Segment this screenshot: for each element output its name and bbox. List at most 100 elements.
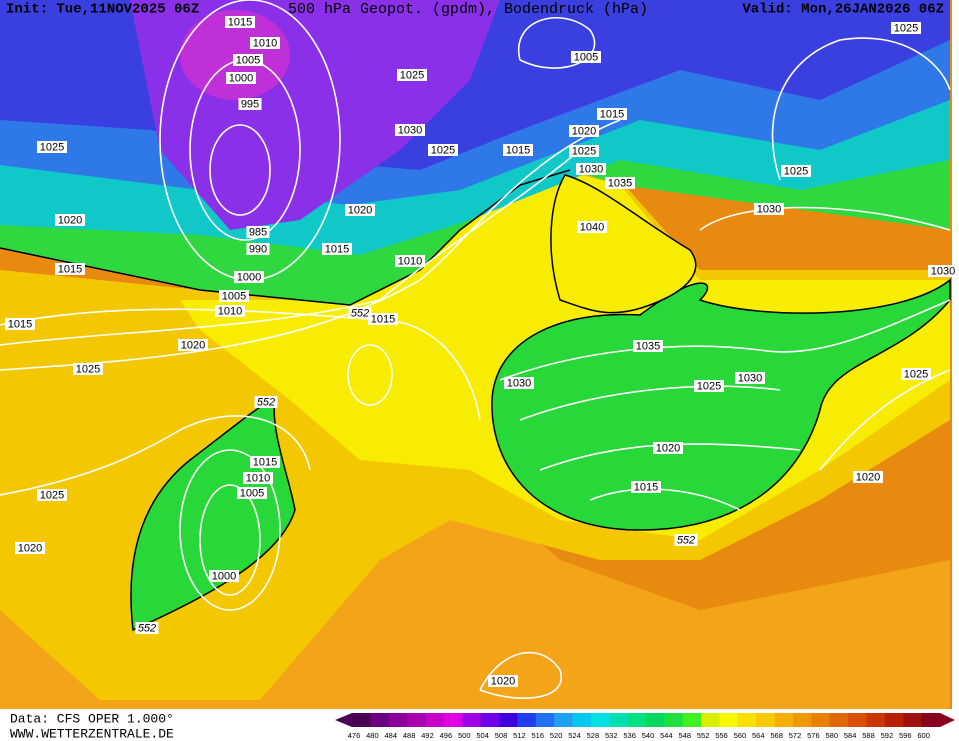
yellow-scandinavia bbox=[550, 174, 697, 314]
isobar-label: 1030 bbox=[757, 203, 781, 215]
colorbar-swatch bbox=[701, 713, 720, 727]
isobar-label: 1005 bbox=[240, 487, 264, 499]
colorbar-label: 568 bbox=[770, 731, 783, 740]
isobar bbox=[589, 488, 741, 511]
colorbar-swatch bbox=[866, 713, 886, 727]
colorbar-swatch bbox=[572, 713, 592, 727]
label-box bbox=[225, 16, 255, 28]
map-title: 500 hPa Geopot. (gpdm), Bodendruck (hPa) bbox=[288, 1, 648, 18]
label-box bbox=[37, 489, 67, 501]
isobar-label: 1025 bbox=[904, 368, 928, 380]
isobar-label: 1000 bbox=[229, 72, 253, 84]
label-box bbox=[754, 203, 784, 215]
label-box bbox=[234, 271, 264, 283]
isobar-label: 1020 bbox=[18, 542, 42, 554]
colorbar-label: 564 bbox=[752, 731, 765, 740]
label-box bbox=[250, 456, 280, 468]
label-box bbox=[605, 177, 635, 189]
colorbar-label: 552 bbox=[697, 731, 710, 740]
colorbar-swatch bbox=[407, 713, 426, 727]
colorbar-label: 540 bbox=[642, 731, 655, 740]
colorbar-label: 588 bbox=[862, 731, 875, 740]
colorbar-swatch bbox=[921, 713, 941, 727]
isobar bbox=[0, 308, 481, 421]
colorbar-swatch bbox=[480, 713, 500, 727]
colorbar-swatch bbox=[370, 713, 390, 727]
colorbar-label: 500 bbox=[458, 731, 471, 740]
colorbar-swatch bbox=[352, 713, 371, 727]
isobar bbox=[347, 344, 393, 406]
isobar-label: 995 bbox=[241, 98, 259, 110]
label-box bbox=[488, 675, 518, 687]
contour-552-label: 552 bbox=[351, 307, 369, 319]
contour-552 bbox=[0, 169, 571, 306]
colorbar-swatch bbox=[829, 713, 849, 727]
colorbar-label: 512 bbox=[513, 731, 526, 740]
label-box bbox=[219, 290, 249, 302]
label-box bbox=[250, 37, 280, 49]
colorbar-label: 532 bbox=[605, 731, 618, 740]
isobar bbox=[0, 119, 621, 371]
contour-552-label: 552 bbox=[677, 534, 695, 546]
label-box bbox=[397, 69, 427, 81]
isobar-label: 1025 bbox=[40, 141, 64, 153]
init-label: Init: Tue,11NOV2025 06Z bbox=[6, 2, 199, 18]
label-box bbox=[577, 221, 607, 233]
isobar bbox=[499, 299, 951, 381]
colorbar-swatch bbox=[646, 713, 665, 727]
colorbar-swatch bbox=[590, 713, 610, 727]
label-box bbox=[597, 108, 627, 120]
label-box bbox=[215, 305, 245, 317]
colorbar-swatch bbox=[388, 713, 408, 727]
colorbar-label: 596 bbox=[899, 731, 912, 740]
valid-label: Valid: Mon,26JAN2026 06Z bbox=[742, 2, 944, 18]
label-box bbox=[226, 72, 256, 84]
colorbar-label: 556 bbox=[715, 731, 728, 740]
label-box bbox=[569, 145, 599, 157]
colorbar-swatch bbox=[811, 713, 831, 727]
isobar bbox=[699, 206, 951, 231]
isobar-label: 1020 bbox=[58, 214, 82, 226]
isobar-label: 1030 bbox=[579, 163, 603, 175]
isobar bbox=[519, 385, 781, 421]
isobar-label: 1025 bbox=[572, 145, 596, 157]
colorbar-label: 528 bbox=[587, 731, 600, 740]
data-source: Data: CFS OPER 1.000° bbox=[10, 711, 174, 726]
isobar-label: 1035 bbox=[608, 177, 632, 189]
colorbar-label: 520 bbox=[550, 731, 563, 740]
colorbar-swatch bbox=[517, 713, 537, 727]
isobar-label: 1025 bbox=[784, 165, 808, 177]
isobar-label: 1025 bbox=[894, 22, 918, 34]
label-box bbox=[395, 255, 425, 267]
isobar-label: 985 bbox=[249, 226, 267, 238]
isobar bbox=[517, 16, 596, 69]
colorbar: 476 480 484 488 492 496 500 504 508 512 516 520 524 5… bbox=[335, 713, 955, 740]
colorbar-label: 504 bbox=[476, 731, 489, 740]
isobar-label: 1015 bbox=[253, 456, 277, 468]
colorbar-swatch bbox=[848, 713, 867, 727]
label-box bbox=[5, 318, 35, 330]
isobar-label: 1030 bbox=[931, 265, 955, 277]
isobar-label: 1015 bbox=[600, 108, 624, 120]
label-box bbox=[368, 313, 398, 325]
isobar-label: 1020 bbox=[856, 471, 880, 483]
isobar bbox=[209, 124, 271, 216]
isobar-label: 1035 bbox=[636, 340, 660, 352]
label-box bbox=[246, 226, 270, 238]
isobar-labels: 1015101010051000995985990102510201015100… bbox=[5, 16, 958, 687]
isobar-label: 1020 bbox=[181, 339, 205, 351]
colorbar-label: 484 bbox=[384, 731, 397, 740]
isobar-label: 1040 bbox=[580, 221, 604, 233]
colorbar-label: 492 bbox=[421, 731, 434, 740]
isobar-label: 1015 bbox=[58, 263, 82, 275]
label-box bbox=[55, 263, 85, 275]
isobar-label: 1030 bbox=[398, 124, 422, 136]
colorbar-label: 576 bbox=[807, 731, 820, 740]
label-box bbox=[135, 622, 159, 634]
label-box bbox=[348, 307, 372, 319]
isobar-label: 1010 bbox=[253, 37, 277, 49]
label-box bbox=[571, 51, 601, 63]
label-box bbox=[322, 243, 352, 255]
label-box bbox=[928, 265, 958, 277]
